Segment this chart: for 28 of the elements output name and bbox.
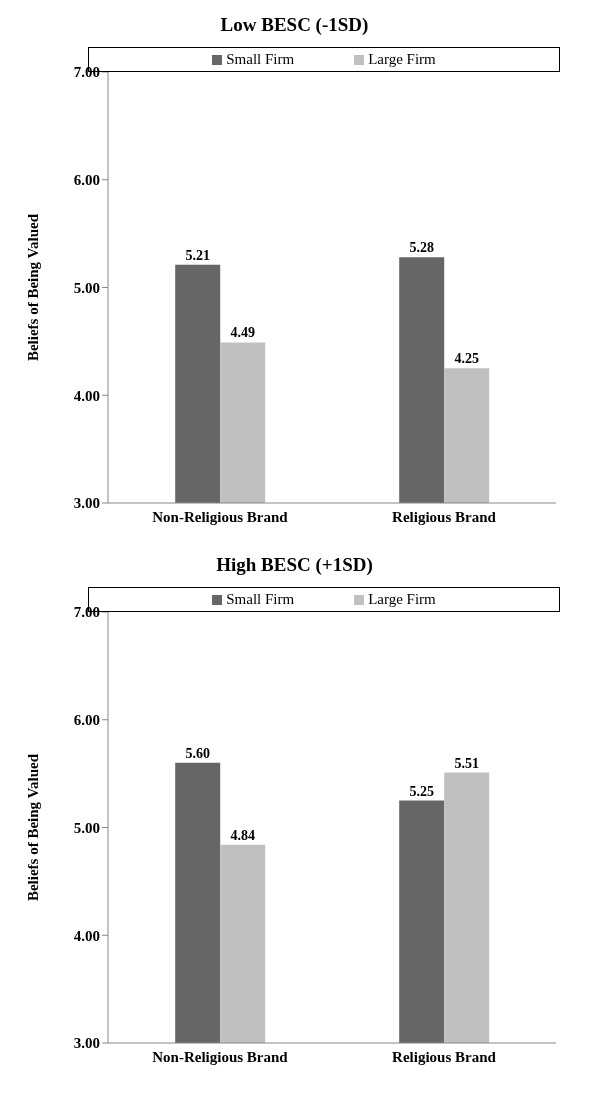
chart-title: Low BESC (-1SD) — [219, 13, 370, 37]
y-tick-label: 4.00 — [73, 927, 100, 944]
data-label: 5.28 — [409, 240, 434, 256]
y-axis-title: Beliefs of Being Valued — [25, 213, 42, 362]
x-tick-label: Religious Brand — [392, 508, 497, 525]
y-tick-label: 4.00 — [73, 387, 100, 404]
y-tick-label: 6.00 — [73, 712, 100, 729]
y-tick-label: 5.00 — [73, 819, 100, 836]
data-label: 5.51 — [454, 755, 479, 771]
x-tick-label: Religious Brand — [392, 1048, 497, 1065]
legend-label: Small Firm — [226, 591, 295, 608]
y-tick-label: 6.00 — [73, 172, 100, 189]
x-tick-label: Non-Religious Brand — [152, 1048, 289, 1065]
legend-label: Large Firm — [368, 51, 436, 68]
data-label: 5.25 — [409, 783, 434, 799]
x-tick-label: Non-Religious Brand — [152, 508, 289, 525]
data-label: 4.25 — [454, 351, 479, 367]
legend-label: Large Firm — [368, 591, 436, 608]
data-label: 5.60 — [185, 745, 210, 761]
y-tick-label: 3.00 — [73, 1035, 100, 1052]
legend-label: Small Firm — [226, 51, 295, 68]
data-label: 5.21 — [185, 247, 210, 263]
chart-title: High BESC (+1SD) — [215, 553, 374, 577]
y-tick-label: 3.00 — [73, 495, 100, 512]
data-label: 4.84 — [230, 827, 255, 843]
y-axis-title: Beliefs of Being Valued — [25, 753, 42, 902]
y-tick-label: 5.00 — [73, 279, 100, 296]
data-label: 4.49 — [230, 325, 255, 341]
